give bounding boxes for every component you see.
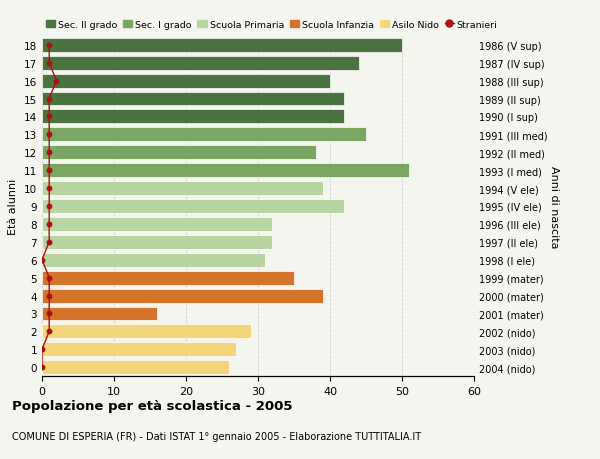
Bar — [42, 200, 344, 213]
Point — [44, 185, 54, 192]
Bar — [42, 289, 323, 303]
Point — [44, 221, 54, 228]
Bar — [42, 39, 402, 53]
Point — [44, 292, 54, 300]
Point — [44, 167, 54, 174]
Bar — [42, 74, 330, 89]
Text: Popolazione per età scolastica - 2005: Popolazione per età scolastica - 2005 — [12, 399, 293, 412]
Bar — [42, 182, 323, 196]
Point — [44, 60, 54, 67]
Bar — [42, 360, 229, 375]
Bar — [42, 92, 344, 106]
Bar — [42, 218, 272, 231]
Bar — [42, 271, 294, 285]
Bar — [42, 110, 344, 124]
Text: COMUNE DI ESPERIA (FR) - Dati ISTAT 1° gennaio 2005 - Elaborazione TUTTITALIA.IT: COMUNE DI ESPERIA (FR) - Dati ISTAT 1° g… — [12, 431, 421, 442]
Bar — [42, 164, 409, 178]
Bar — [42, 56, 359, 71]
Point — [44, 310, 54, 318]
Point — [44, 203, 54, 210]
Point — [44, 239, 54, 246]
Point — [44, 328, 54, 336]
Legend: Sec. II grado, Sec. I grado, Scuola Primaria, Scuola Infanzia, Asilo Nido, Stran: Sec. II grado, Sec. I grado, Scuola Prim… — [42, 17, 502, 34]
Point — [44, 42, 54, 49]
Bar — [42, 342, 236, 357]
Point — [52, 78, 61, 85]
Point — [44, 95, 54, 103]
Bar — [42, 253, 265, 267]
Point — [37, 364, 47, 371]
Bar — [42, 325, 251, 339]
Point — [44, 113, 54, 121]
Bar — [42, 235, 272, 249]
Bar — [42, 128, 366, 142]
Point — [37, 346, 47, 353]
Point — [44, 131, 54, 139]
Bar — [42, 146, 316, 160]
Y-axis label: Anni di nascita: Anni di nascita — [548, 165, 559, 248]
Point — [44, 274, 54, 282]
Point — [37, 257, 47, 264]
Y-axis label: Età alunni: Età alunni — [8, 179, 19, 235]
Point — [44, 149, 54, 157]
Bar — [42, 307, 157, 321]
